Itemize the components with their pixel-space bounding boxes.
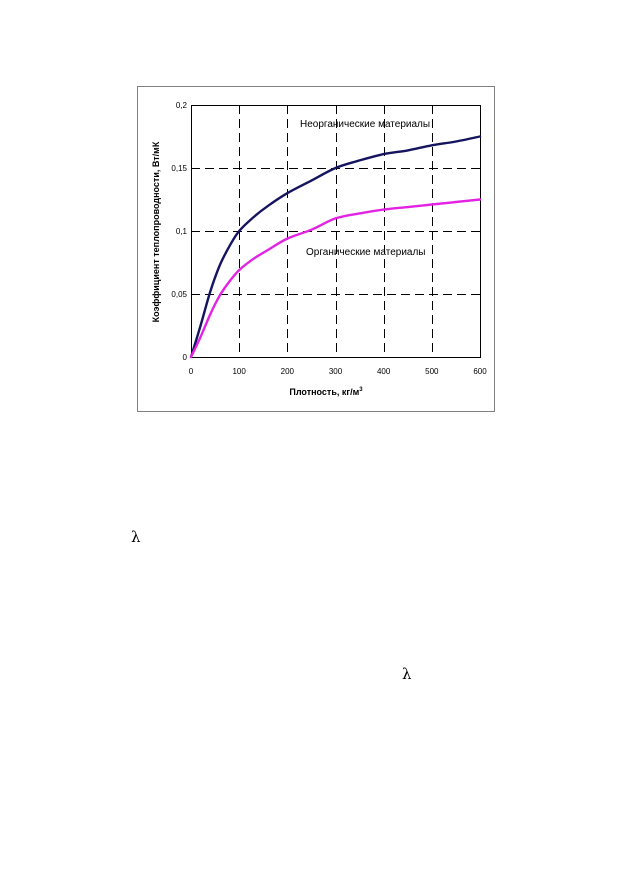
y-axis-label: Коэффициент теплопроводности, Вт/мК	[151, 141, 161, 322]
lambda-symbol: λ	[402, 665, 412, 683]
lambda-symbol: λ	[131, 528, 141, 546]
x-axis-label: Плотность, кг/м3	[289, 387, 363, 397]
x-tick-label: 300	[329, 367, 343, 376]
x-tick-label: 400	[377, 367, 391, 376]
series-line-organic-materials	[189, 198, 482, 359]
series-layer	[189, 135, 482, 359]
x-axis-label-superscript: 3	[359, 387, 363, 393]
y-tick-labels: 0 0,05 0,1 0,15 0,2	[171, 101, 187, 362]
series-label-organic-materials: Органические материалы	[306, 247, 426, 258]
y-tick-label: 0,15	[171, 164, 187, 173]
y-tick-label: 0,2	[176, 101, 188, 110]
series-line-inorganic-materials	[189, 135, 482, 359]
series-label-inorganic-materials: Неорганические материалы	[300, 119, 430, 130]
series-labels: Неорганические материалы Органические мат…	[300, 119, 430, 258]
x-tick-label: 200	[281, 367, 295, 376]
x-axis-label-text: Плотность, кг/м	[289, 387, 359, 397]
y-tick-label: 0,1	[176, 227, 188, 236]
x-tick-label: 100	[232, 367, 246, 376]
x-tick-label: 600	[473, 367, 487, 376]
y-tick-label: 0,05	[171, 290, 187, 299]
y-tick-label: 0	[183, 353, 188, 362]
x-tick-label: 500	[425, 367, 439, 376]
x-tick-labels: 0 100 200 300 400 500 600	[189, 367, 487, 376]
x-tick-label: 0	[189, 367, 194, 376]
